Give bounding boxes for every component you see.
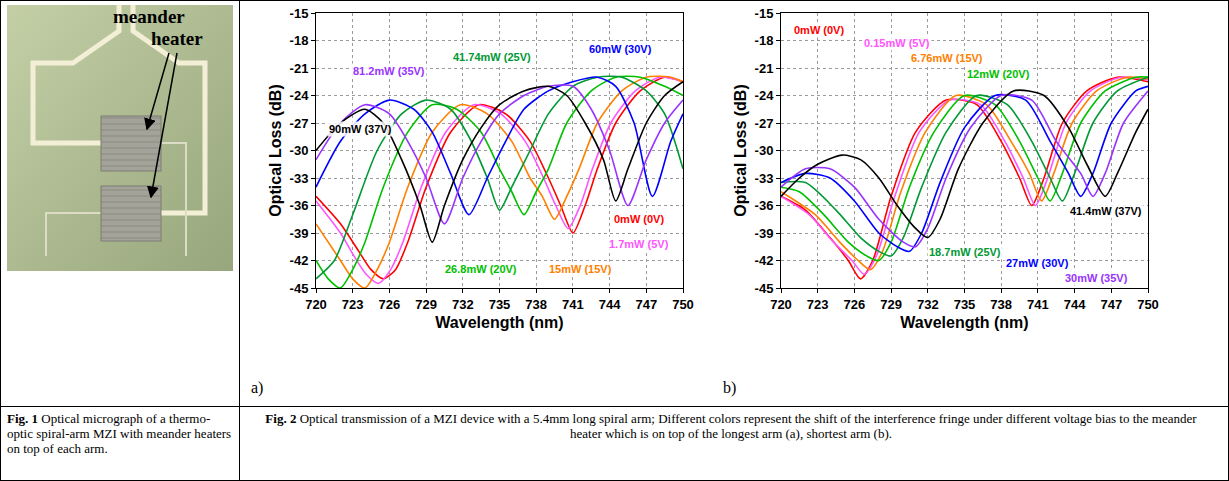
svg-text:-33: -33	[290, 171, 309, 186]
svg-text:0mW (0V): 0mW (0V)	[794, 24, 844, 36]
svg-text:0.15mW (5V): 0.15mW (5V)	[864, 37, 930, 49]
svg-text:-24: -24	[290, 88, 310, 103]
svg-text:-42: -42	[755, 253, 774, 268]
svg-text:735: 735	[954, 297, 976, 312]
svg-text:0mW (0V): 0mW (0V)	[614, 213, 664, 225]
html-text:Fig. 2 Optical transmission of: Fig. 2 Optical transmission of a MZI dev…	[265, 411, 1197, 441]
svg-text:-30: -30	[290, 143, 309, 158]
svg-text:26.8mW (20V): 26.8mW (20V)	[445, 263, 517, 275]
svg-text:Optical Loss (dB): Optical Loss (dB)	[732, 84, 749, 216]
svg-text:Wavelength (nm): Wavelength (nm)	[435, 314, 563, 331]
svg-text:-42: -42	[290, 253, 309, 268]
svg-text:726: 726	[844, 297, 866, 312]
svg-text:744: 744	[1064, 297, 1086, 312]
svg-text:720: 720	[770, 297, 792, 312]
html-text:b): b)	[723, 379, 737, 396]
svg-text:-39: -39	[290, 226, 309, 241]
svg-text:747: 747	[635, 297, 657, 312]
svg-text:41.74mW (25V): 41.74mW (25V)	[453, 51, 531, 63]
svg-text:723: 723	[342, 297, 364, 312]
svg-text:-45: -45	[290, 281, 309, 296]
svg-text:738: 738	[990, 297, 1012, 312]
svg-text:726: 726	[379, 297, 401, 312]
svg-text:-15: -15	[755, 6, 774, 21]
svg-text:-24: -24	[755, 88, 775, 103]
svg-text:732: 732	[452, 297, 474, 312]
svg-text:81.2mW (35V): 81.2mW (35V)	[353, 65, 425, 77]
svg-text:12mW (20V): 12mW (20V)	[967, 68, 1030, 80]
svg-text:-15: -15	[290, 6, 309, 21]
svg-text:741: 741	[1027, 297, 1049, 312]
svg-text:741: 741	[562, 297, 584, 312]
svg-text:750: 750	[1137, 297, 1159, 312]
svg-text:729: 729	[880, 297, 902, 312]
html-text:a): a)	[251, 379, 264, 396]
svg-text:30mW (35V): 30mW (35V)	[1065, 272, 1128, 284]
svg-text:-33: -33	[755, 171, 774, 186]
svg-text:-45: -45	[755, 281, 774, 296]
svg-text:27mW (30V): 27mW (30V)	[1006, 257, 1069, 269]
html-text:Fig. 1 Optical micrograph of a: Fig. 1 Optical micrograph of a thermo-op…	[7, 411, 232, 456]
svg-text:Wavelength (nm): Wavelength (nm)	[900, 314, 1028, 331]
svg-text:-39: -39	[755, 226, 774, 241]
svg-text:720: 720	[305, 297, 327, 312]
svg-text:-21: -21	[755, 61, 774, 76]
svg-text:735: 735	[489, 297, 511, 312]
svg-text:18.7mW (25V): 18.7mW (25V)	[929, 246, 1001, 258]
svg-text:738: 738	[525, 297, 547, 312]
svg-text:-27: -27	[755, 116, 774, 131]
svg-text:heater: heater	[151, 28, 203, 49]
svg-text:-18: -18	[290, 33, 309, 48]
svg-text:41.4mW (37V): 41.4mW (37V)	[1070, 205, 1142, 217]
svg-text:Optical Loss (dB): Optical Loss (dB)	[267, 84, 284, 216]
svg-text:-27: -27	[290, 116, 309, 131]
svg-text:-36: -36	[290, 198, 309, 213]
svg-text:-36: -36	[755, 198, 774, 213]
svg-text:750: 750	[672, 297, 694, 312]
svg-text:732: 732	[917, 297, 939, 312]
svg-text:-21: -21	[290, 61, 309, 76]
svg-text:meander: meander	[113, 6, 185, 27]
svg-text:90mW (37V): 90mW (37V)	[329, 123, 392, 135]
svg-text:15mW (15V): 15mW (15V)	[549, 263, 612, 275]
svg-text:1.7mW (5V): 1.7mW (5V)	[609, 238, 669, 250]
svg-text:60mW (30V): 60mW (30V)	[589, 43, 652, 55]
svg-text:747: 747	[1100, 297, 1122, 312]
svg-text:729: 729	[415, 297, 437, 312]
svg-text:-18: -18	[755, 33, 774, 48]
svg-text:723: 723	[807, 297, 829, 312]
svg-text:6.76mW (15V): 6.76mW (15V)	[911, 52, 983, 64]
svg-text:744: 744	[599, 297, 621, 312]
svg-text:-30: -30	[755, 143, 774, 158]
